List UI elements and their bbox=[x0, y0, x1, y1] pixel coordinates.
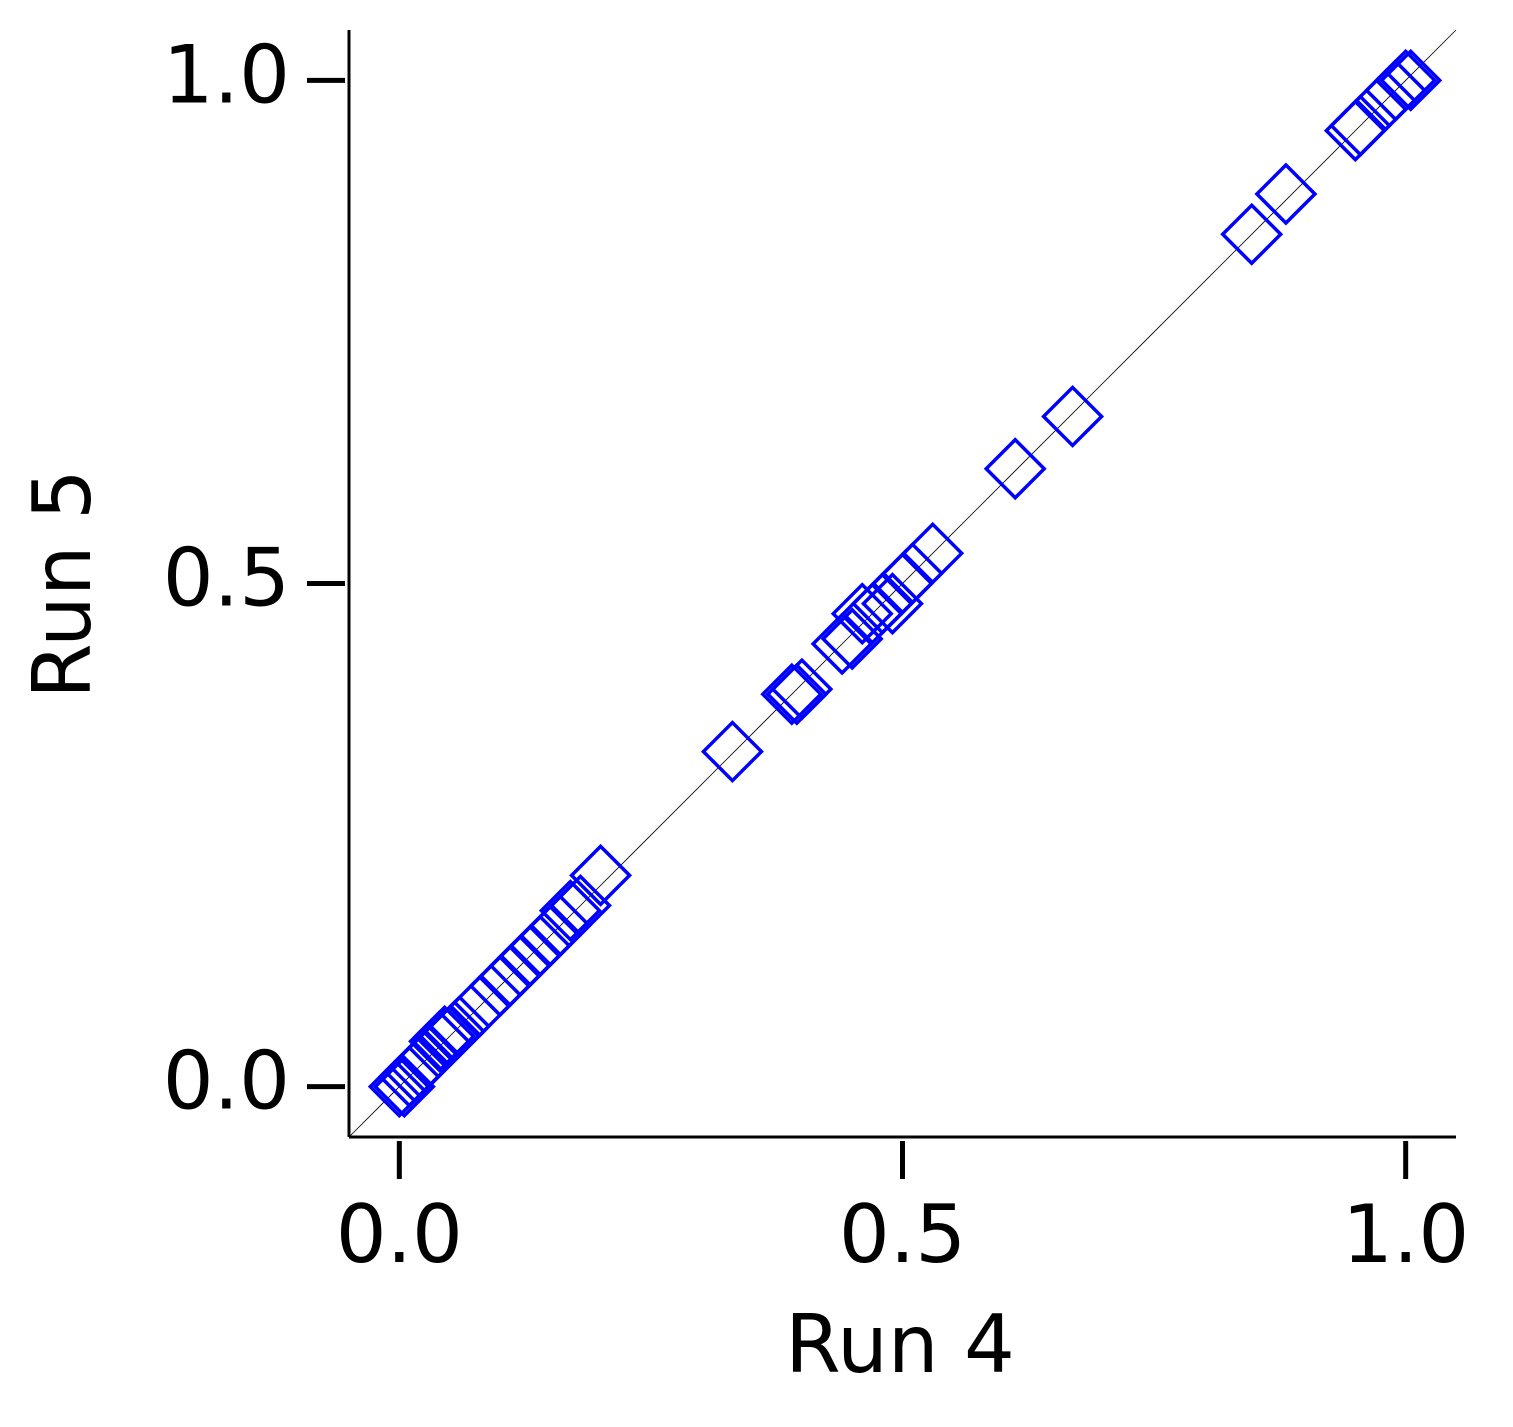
marker bbox=[830, 582, 894, 646]
marker bbox=[413, 1004, 477, 1068]
marker bbox=[548, 874, 612, 938]
marker bbox=[760, 662, 824, 726]
y-tick-label: 0.0 bbox=[163, 1035, 290, 1128]
marker bbox=[770, 657, 834, 721]
y-axis-label: Run 5 bbox=[16, 469, 109, 699]
x-tick-label: 1.0 bbox=[1342, 1188, 1469, 1281]
x-axis-label: Run 4 bbox=[785, 1298, 1015, 1391]
marker bbox=[1379, 48, 1443, 112]
marker bbox=[983, 437, 1047, 501]
y-tick-label: 0.5 bbox=[163, 531, 290, 624]
marker bbox=[860, 572, 924, 636]
marker bbox=[528, 894, 592, 958]
marker bbox=[881, 541, 945, 605]
marker bbox=[1220, 202, 1284, 266]
marker bbox=[1374, 48, 1438, 112]
marker bbox=[1041, 384, 1105, 448]
x-tick-label: 0.5 bbox=[839, 1188, 966, 1281]
marker bbox=[700, 720, 764, 784]
marker bbox=[372, 1055, 436, 1119]
y-tick-label: 1.0 bbox=[163, 28, 290, 121]
marker bbox=[820, 607, 884, 671]
marker bbox=[428, 994, 492, 1058]
marker bbox=[538, 879, 602, 943]
marker bbox=[901, 521, 965, 585]
x-tick-label: 0.0 bbox=[336, 1188, 463, 1281]
marker bbox=[569, 843, 633, 907]
marker bbox=[1254, 162, 1318, 226]
marker bbox=[1328, 94, 1392, 158]
